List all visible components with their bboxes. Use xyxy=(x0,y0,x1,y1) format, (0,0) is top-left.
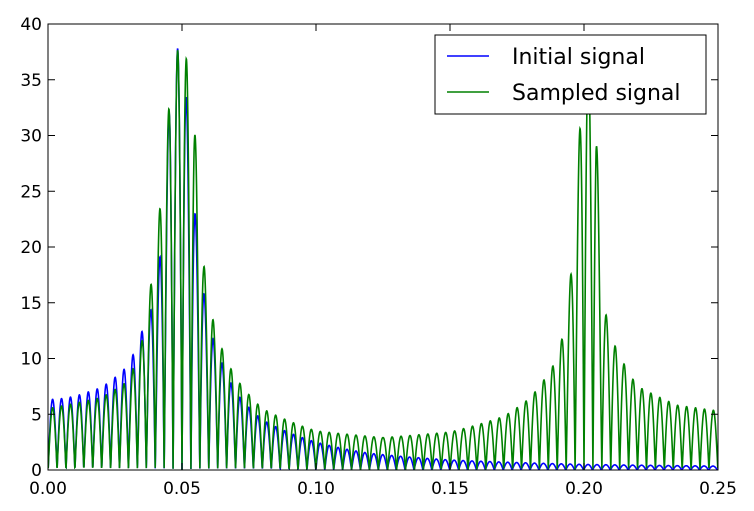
y-tick-label: 25 xyxy=(20,182,42,202)
x-tick-label: 0.10 xyxy=(297,479,335,499)
legend: Initial signal Sampled signal xyxy=(434,34,707,115)
y-tick-label: 15 xyxy=(20,294,42,314)
y-tick-label: 20 xyxy=(20,238,42,258)
x-tick-label: 0.05 xyxy=(163,479,201,499)
y-tick-label: 10 xyxy=(20,350,42,370)
y-tick-label: 5 xyxy=(31,405,42,425)
x-tick-label: 0.15 xyxy=(431,479,469,499)
axis-ticks: 0.00 0.05 0.10 0.15 0.20 0.25 0 5 10 15 20 25 30 35 40 xyxy=(20,15,737,499)
x-tick-label: 0.20 xyxy=(565,479,603,499)
legend-label-sampled-signal: Sampled signal xyxy=(512,81,681,106)
y-tick-label: 40 xyxy=(20,15,42,35)
y-tick-label: 35 xyxy=(20,71,42,91)
y-tick-label: 30 xyxy=(20,127,42,147)
series-line-sampled-signal xyxy=(48,49,718,470)
legend-frame xyxy=(434,34,707,115)
legend-label-initial-signal: Initial signal xyxy=(512,45,645,70)
series-line-initial-signal xyxy=(48,48,718,470)
x-tick-label: 0.25 xyxy=(699,479,737,499)
y-tick-label: 0 xyxy=(31,461,42,481)
series-layer xyxy=(48,48,718,470)
x-tick-label: 0.00 xyxy=(29,479,67,499)
